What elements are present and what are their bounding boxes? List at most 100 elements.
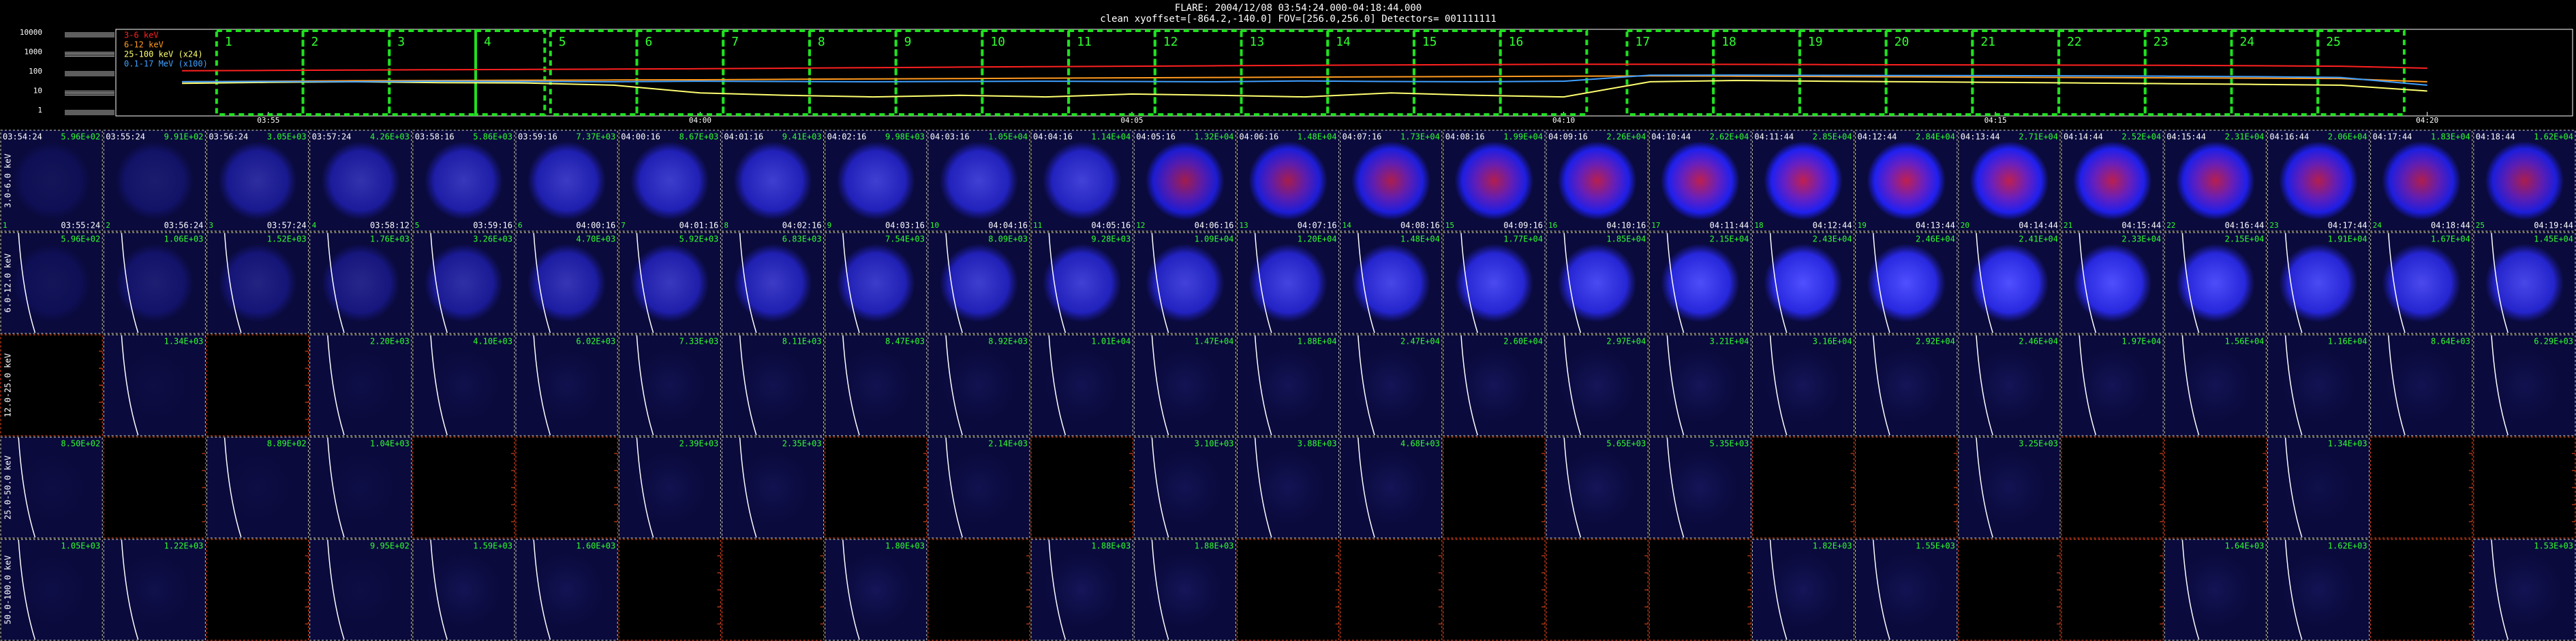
start-time: 04:04:16 [1033,132,1073,142]
end-time: 03:55:24 [61,221,100,230]
max-label: 2.39E+03 [679,439,719,449]
source-image [321,346,401,425]
source-image [114,141,194,220]
max-label: 2.41E+04 [2019,235,2058,244]
interval-number: 7 [731,35,739,49]
interval-number: 23 [2153,35,2168,49]
source-image [1660,448,1740,527]
source-image [836,550,916,629]
end-time: 04:12:44 [1813,221,1852,230]
solar-limb [121,335,139,436]
solar-limb [430,539,448,640]
source-image [2072,243,2152,323]
max-label: 1.83E+04 [2431,132,2470,142]
solar-limb [533,539,551,640]
source-image [2279,550,2358,629]
max-label: 3.10E+03 [1195,439,1234,449]
max-label: 1.88E+04 [1298,337,1337,346]
source-image [1867,141,1946,220]
source-image [218,243,297,323]
end-time: 04:19:44 [2534,221,2573,230]
row-label: 3.0-6.0 keV [3,153,13,207]
max-label: 1.99E+04 [1503,132,1543,142]
start-time: 04:06:16 [1239,132,1278,142]
series-line [182,74,2427,86]
empty-panel [1546,539,1649,641]
solar-limb [842,233,860,333]
source-image [1145,448,1225,527]
empty-panel [1443,539,1546,641]
solar-limb [224,233,242,333]
end-time: 04:05:16 [1091,221,1131,230]
source-image [1557,448,1637,527]
solar-limb [2181,335,2200,436]
empty-panel [1030,436,1133,539]
source-image [114,346,194,425]
source-image [1248,448,1328,527]
max-label: 2.15E+04 [1710,235,1749,244]
solar-limb [1460,335,1478,436]
solar-limb [1048,233,1067,333]
max-label: 1.60E+03 [576,541,615,551]
max-label: 1.62E+03 [2328,541,2367,551]
solar-limb [1048,335,1067,436]
solar-limb [1769,335,1788,436]
source-image [836,243,916,323]
panel-number: 20 [1961,221,1969,230]
panel-number: 19 [1858,221,1867,230]
source-image [218,448,297,527]
solar-limb [1358,437,1375,538]
max-label: 2.92E+04 [1916,337,1955,346]
solar-limb [1873,335,1890,436]
start-time: 04:14:44 [2064,132,2103,142]
solar-limb [327,233,345,333]
max-label: 1.64E+03 [2225,541,2265,551]
max-label: 9.41E+03 [782,132,822,142]
source-image [12,550,91,629]
end-time: 04:04:16 [988,221,1028,230]
source-image [527,141,607,220]
source-image [12,448,91,527]
max-label: 2.06E+04 [2328,132,2367,142]
panel-number: 1 [3,221,7,230]
panel-number: 16 [1548,221,1557,230]
solar-limb [1151,437,1169,538]
header-line: FLARE: 2004/12/08 03:54:24.000-04:18:44.… [1175,3,1422,14]
solar-limb [2284,335,2303,436]
solar-limb [1254,233,1272,333]
max-label: 2.31E+04 [2225,132,2265,142]
start-time: 04:07:16 [1343,132,1382,142]
end-time: 04:13:44 [1916,221,1955,230]
source-image [1969,346,2049,425]
max-label: 3.05E+03 [267,132,307,142]
interval-number: 22 [2067,35,2082,49]
start-time: 04:00:16 [621,132,660,142]
legend-label: 3-6 keV [124,31,159,40]
source-image [424,550,504,629]
solar-limb [430,335,448,436]
source-image [12,141,91,220]
max-label: 1.88E+03 [1195,541,1234,551]
solar-limb [18,539,36,640]
source-image [321,141,401,220]
source-image [2485,346,2564,425]
x-tick-label: 04:20 [2416,116,2438,125]
max-label: 9.95E+02 [370,541,410,551]
start-time: 03:59:16 [518,132,557,142]
empty-panel [1649,539,1751,641]
max-label: 4.26E+03 [370,132,410,142]
panel-number: 17 [1651,221,1660,230]
end-time: 03:56:24 [164,221,204,230]
source-image [424,346,504,425]
max-label: 1.62E+04 [2534,132,2573,142]
max-label: 1.34E+03 [164,337,204,346]
source-image [527,346,607,425]
source-image [321,550,401,629]
x-tick-label: 03:55 [257,116,279,125]
max-label: 2.46E+04 [2019,337,2058,346]
empty-panel [1236,539,1340,641]
empty-panel [515,436,618,539]
max-label: 1.05E+04 [988,132,1028,142]
end-time: 04:18:44 [2431,221,2470,230]
interval-number: 10 [990,35,1005,49]
